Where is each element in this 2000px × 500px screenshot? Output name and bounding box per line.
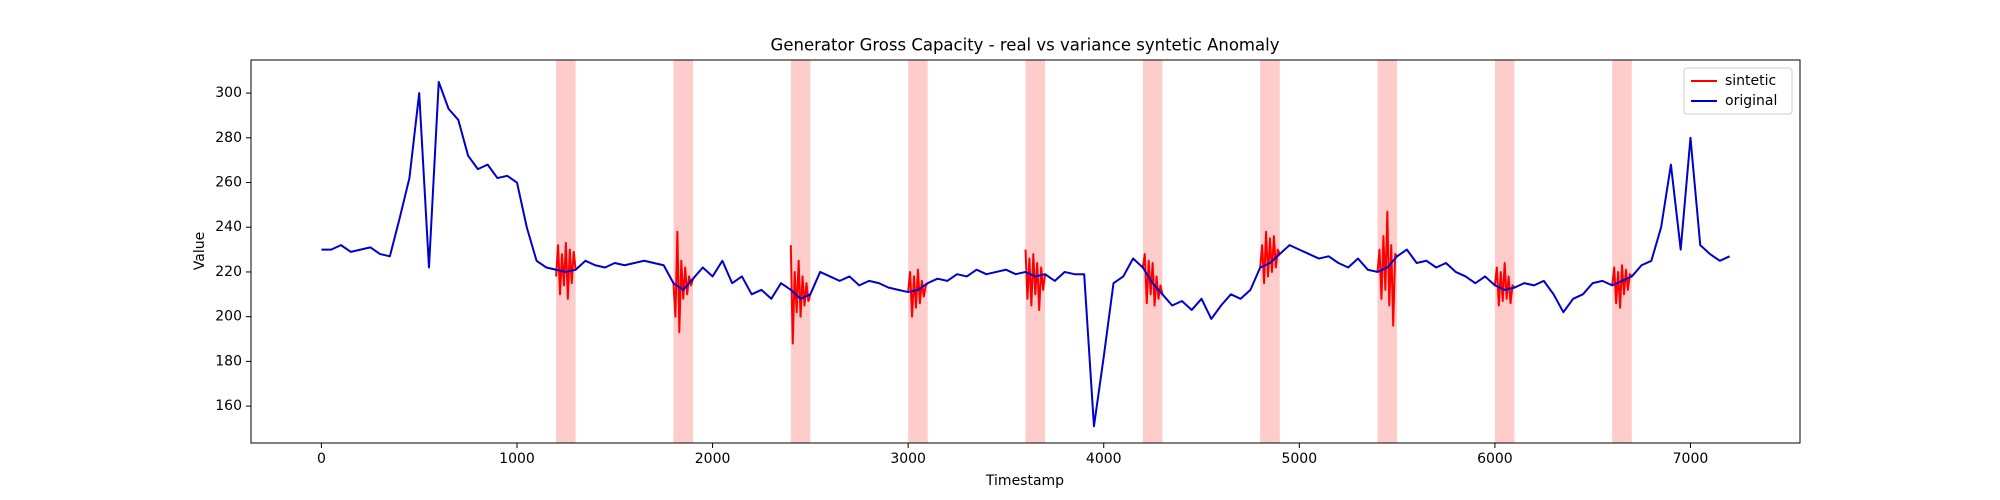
plot-frame: [250, 59, 1801, 444]
y-tick-label: 200: [215, 309, 242, 325]
x-tick-label: 3000: [890, 451, 926, 467]
series-line: [1376, 210, 1398, 327]
y-tick-label: 260: [215, 175, 242, 191]
anomaly-span: [790, 60, 811, 443]
x-tick-label: 0: [317, 451, 326, 467]
series-line: [321, 80, 1731, 428]
series-line: [1141, 253, 1164, 307]
x-tick-label: 2000: [695, 451, 731, 467]
y-tick-label: 280: [215, 130, 242, 146]
series-line: [1259, 230, 1281, 285]
anomaly-span: [673, 60, 694, 443]
y-tick-label: 240: [215, 219, 242, 235]
chart-title: Generator Gross Capacity - real vs varia…: [771, 36, 1280, 55]
legend-label: sintetic: [1725, 73, 1776, 89]
anomaly-span: [1494, 60, 1515, 443]
series-line: [907, 268, 929, 318]
x-tick-label: 6000: [1477, 451, 1513, 467]
x-tick-label: 1000: [499, 451, 535, 467]
series-line: [1493, 262, 1516, 307]
legend-box: [1683, 67, 1793, 115]
series-line: [672, 230, 694, 334]
legend-label: original: [1725, 93, 1777, 109]
y-tick-label: 220: [215, 264, 242, 280]
y-tick-label: 160: [215, 398, 242, 414]
anomaly-span: [1142, 60, 1163, 443]
y-axis-label: Value: [192, 232, 208, 270]
y-tick-label: 300: [215, 85, 242, 101]
x-tick-label: 4000: [1086, 451, 1122, 467]
anomaly-span: [908, 60, 928, 443]
series-line: [789, 245, 812, 345]
anomaly-span: [1612, 60, 1632, 443]
x-tick-label: 7000: [1673, 451, 1709, 467]
series-line: [1611, 264, 1633, 309]
x-tick-label: 5000: [1281, 451, 1317, 467]
x-axis-label: Timestamp: [985, 473, 1064, 489]
anomaly-span: [1025, 60, 1046, 443]
y-tick-label: 180: [215, 353, 242, 369]
series-line: [555, 241, 577, 300]
